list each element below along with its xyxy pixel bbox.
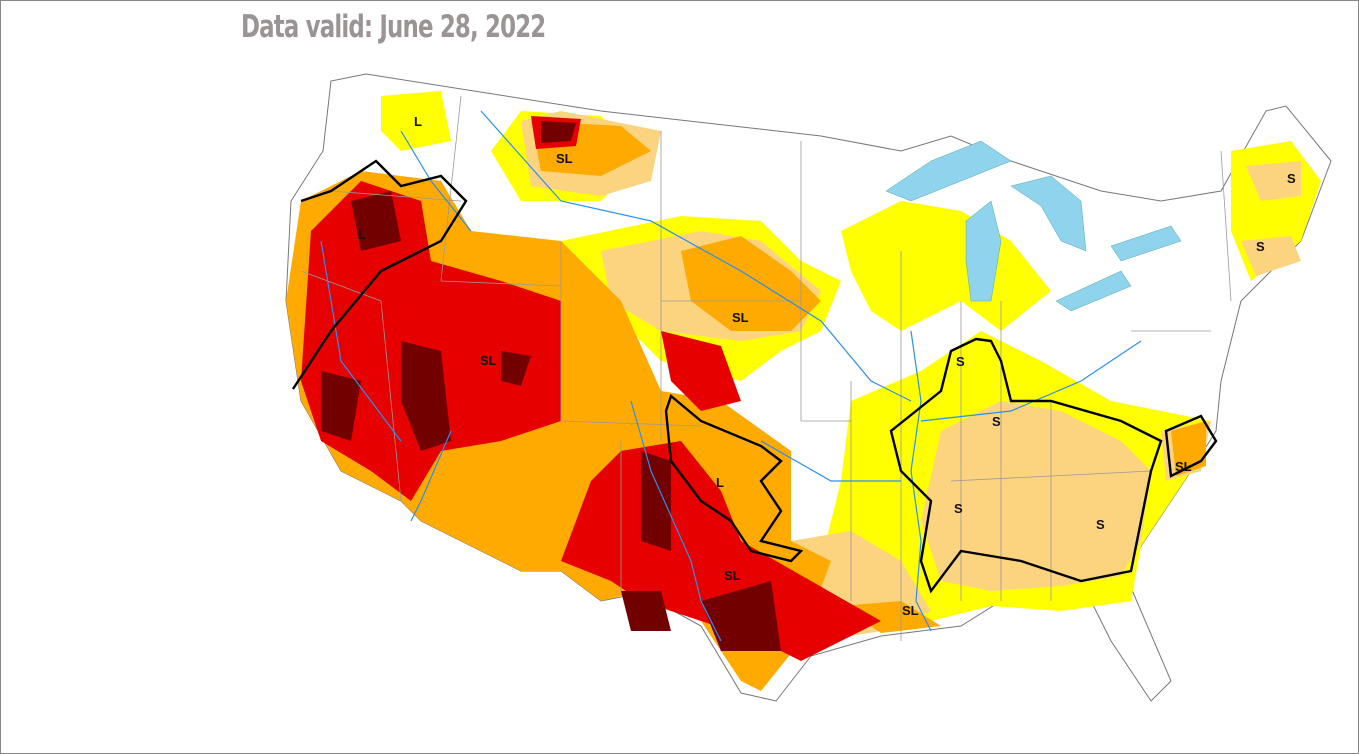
- impact-labels: L SL L SL SL S S L SL S S SL SL S S: [358, 114, 1296, 618]
- impact-label: S: [1096, 517, 1105, 532]
- impact-label: L: [716, 475, 724, 490]
- impact-label: SL: [902, 603, 919, 618]
- impact-label: SL: [556, 151, 573, 166]
- state-boundaries: [300, 95, 1232, 641]
- impact-label: SL: [1175, 459, 1192, 474]
- map-date-title: Data valid: June 28, 2022: [241, 9, 546, 45]
- impact-label: S: [956, 354, 965, 369]
- impact-label: S: [992, 414, 1001, 429]
- d4-areas: [321, 121, 781, 651]
- impact-label: L: [414, 114, 422, 129]
- impact-label: SL: [732, 310, 749, 325]
- great-lakes: [885, 140, 1182, 312]
- impact-label: S: [1287, 171, 1296, 186]
- impact-label: SL: [724, 568, 741, 583]
- impact-label: S: [954, 501, 963, 516]
- impact-boundaries: [291, 159, 1218, 594]
- impact-label: S: [1256, 239, 1265, 254]
- impact-label: L: [358, 227, 366, 242]
- impact-label: SL: [480, 353, 497, 368]
